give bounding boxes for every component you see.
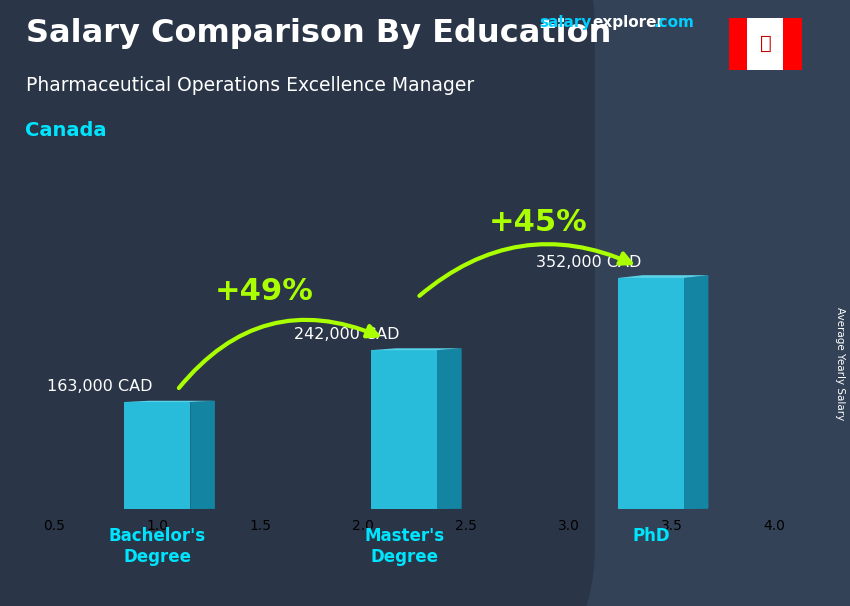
Bar xyxy=(784,18,802,70)
Text: 242,000 CAD: 242,000 CAD xyxy=(294,327,400,342)
Text: Average Yearly Salary: Average Yearly Salary xyxy=(835,307,845,420)
Text: Canada: Canada xyxy=(26,121,107,140)
FancyArrowPatch shape xyxy=(419,244,631,296)
Text: PhD: PhD xyxy=(632,527,670,545)
Polygon shape xyxy=(437,348,462,509)
Bar xyxy=(747,18,784,70)
Text: 163,000 CAD: 163,000 CAD xyxy=(47,379,152,394)
Text: 352,000 CAD: 352,000 CAD xyxy=(536,255,642,270)
Text: Bachelor's
Degree: Bachelor's Degree xyxy=(109,527,206,566)
Text: +49%: +49% xyxy=(215,276,314,305)
Polygon shape xyxy=(371,348,462,350)
Text: +45%: +45% xyxy=(489,208,587,237)
FancyArrowPatch shape xyxy=(178,320,377,388)
Bar xyxy=(371,350,437,509)
Bar xyxy=(618,278,683,509)
Text: .com: .com xyxy=(654,15,694,30)
Polygon shape xyxy=(124,401,215,402)
Bar xyxy=(729,18,747,70)
Text: Master's
Degree: Master's Degree xyxy=(364,527,445,566)
Text: salary: salary xyxy=(540,15,592,30)
Text: Salary Comparison By Education: Salary Comparison By Education xyxy=(26,18,611,49)
Polygon shape xyxy=(190,401,215,509)
Text: 🍁: 🍁 xyxy=(760,35,771,53)
Polygon shape xyxy=(618,275,708,278)
Bar xyxy=(124,402,190,509)
Text: explorer: explorer xyxy=(592,15,665,30)
Polygon shape xyxy=(683,275,708,509)
Text: Pharmaceutical Operations Excellence Manager: Pharmaceutical Operations Excellence Man… xyxy=(26,76,473,95)
